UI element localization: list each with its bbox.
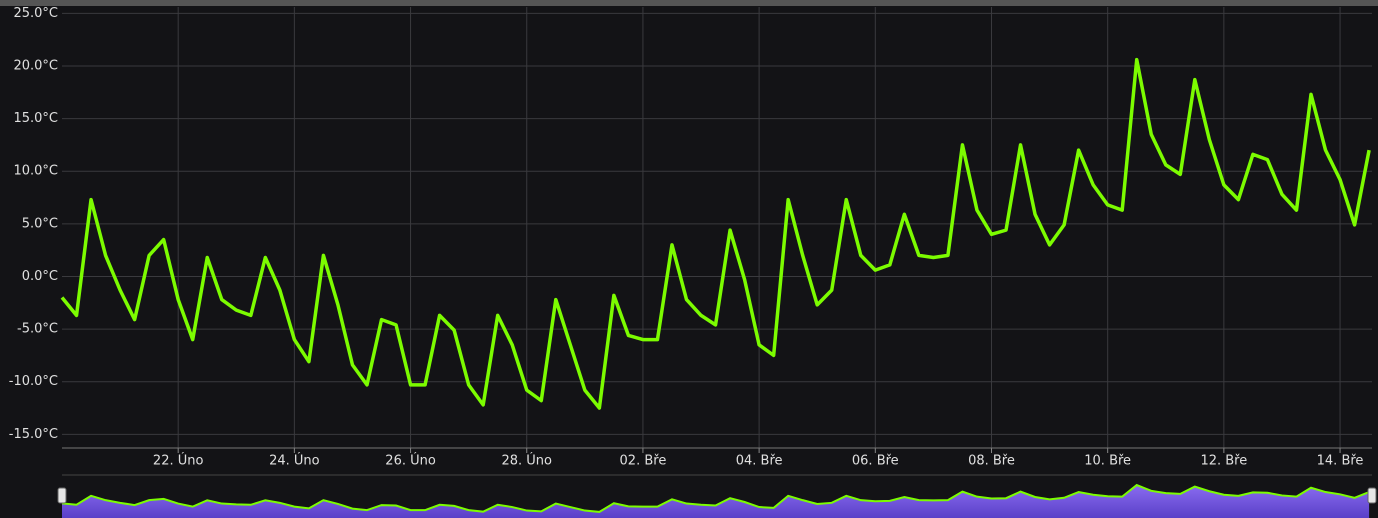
x-tick-label: 26. Úno	[385, 453, 436, 469]
navigator-line	[61, 483, 1370, 513]
navigator-handle[interactable]	[1367, 487, 1377, 504]
navigator-handle[interactable]	[57, 487, 67, 504]
x-tick-label: 04. Bře	[736, 454, 783, 469]
y-tick-label: -15.0°C	[9, 427, 58, 442]
x-tick-label: 24. Úno	[269, 453, 320, 469]
x-tick-label: 22. Úno	[153, 453, 204, 469]
y-tick-label: 10.0°C	[13, 164, 58, 179]
y-tick-label: 25.0°C	[13, 6, 58, 21]
y-tick-label: 15.0°C	[13, 111, 58, 126]
x-tick-label: 06. Bře	[852, 454, 899, 469]
temperature-line	[60, 57, 1371, 410]
x-tick-label: 10. Bře	[1084, 454, 1131, 469]
top-bar	[0, 0, 1378, 6]
x-tick-label: 12. Bře	[1200, 454, 1247, 469]
navigator-area	[62, 485, 1370, 518]
y-tick-label: 5.0°C	[22, 216, 58, 231]
y-tick-label: -5.0°C	[17, 322, 58, 337]
x-tick-label: 14. Bře	[1317, 454, 1364, 469]
y-tick-label: 0.0°C	[22, 269, 58, 284]
y-tick-label: 20.0°C	[13, 58, 58, 73]
x-tick-label: 02. Bře	[620, 454, 667, 469]
x-tick-label: 08. Bře	[968, 454, 1015, 469]
y-tick-label: -10.0°C	[9, 374, 58, 389]
x-tick-label: 28. Úno	[501, 453, 552, 469]
